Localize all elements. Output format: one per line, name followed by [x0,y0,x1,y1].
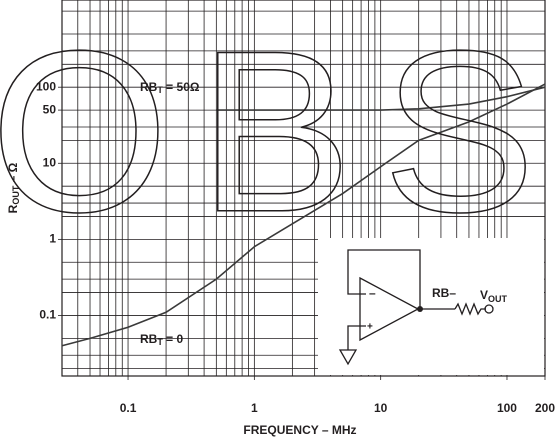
plot-frame [61,0,546,377]
x-tick-label: 10 [374,401,388,415]
series-label-part: = 50Ω [163,80,200,94]
series-label-part: RB [140,80,158,94]
x-axis-label: FREQUENCY – MHz [243,423,356,437]
series-label-part: = 0 [163,332,184,346]
x-tick-label: 200 [535,401,555,415]
x-tick-label: 0.1 [120,401,137,415]
y-tick-label: 50 [43,102,57,116]
inset-output: VOUT [480,288,508,304]
series-label-part: RB [140,332,158,346]
series-line [216,86,546,111]
curves [61,83,546,347]
series-label-sub: T [157,85,163,95]
inset-resistor: RB– [432,286,456,300]
inset-circuit: – + RB– VOUT [338,249,508,366]
inset-plus: + [367,322,373,333]
inset-background [318,238,544,375]
series-label-sub: T [157,337,163,347]
x-tick-label: 1 [251,401,258,415]
series-line [61,83,546,347]
watermark: OBSO [0,3,558,260]
y-axis-label: ROUT – Ω [6,162,21,213]
y-tick-label: 100 [36,79,56,93]
x-tick-label: 100 [497,401,517,415]
y-tick-label: 1 [49,232,56,246]
inset-minus: – [369,286,376,300]
series-label: RBT = 50Ω [140,80,200,95]
series-label: RBT = 0 [140,332,184,347]
y-tick-label: 0.1 [39,308,56,322]
y-tick-label: 10 [43,155,57,169]
